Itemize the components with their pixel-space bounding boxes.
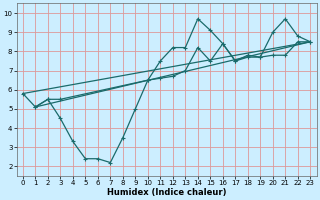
X-axis label: Humidex (Indice chaleur): Humidex (Indice chaleur) [107, 188, 226, 197]
